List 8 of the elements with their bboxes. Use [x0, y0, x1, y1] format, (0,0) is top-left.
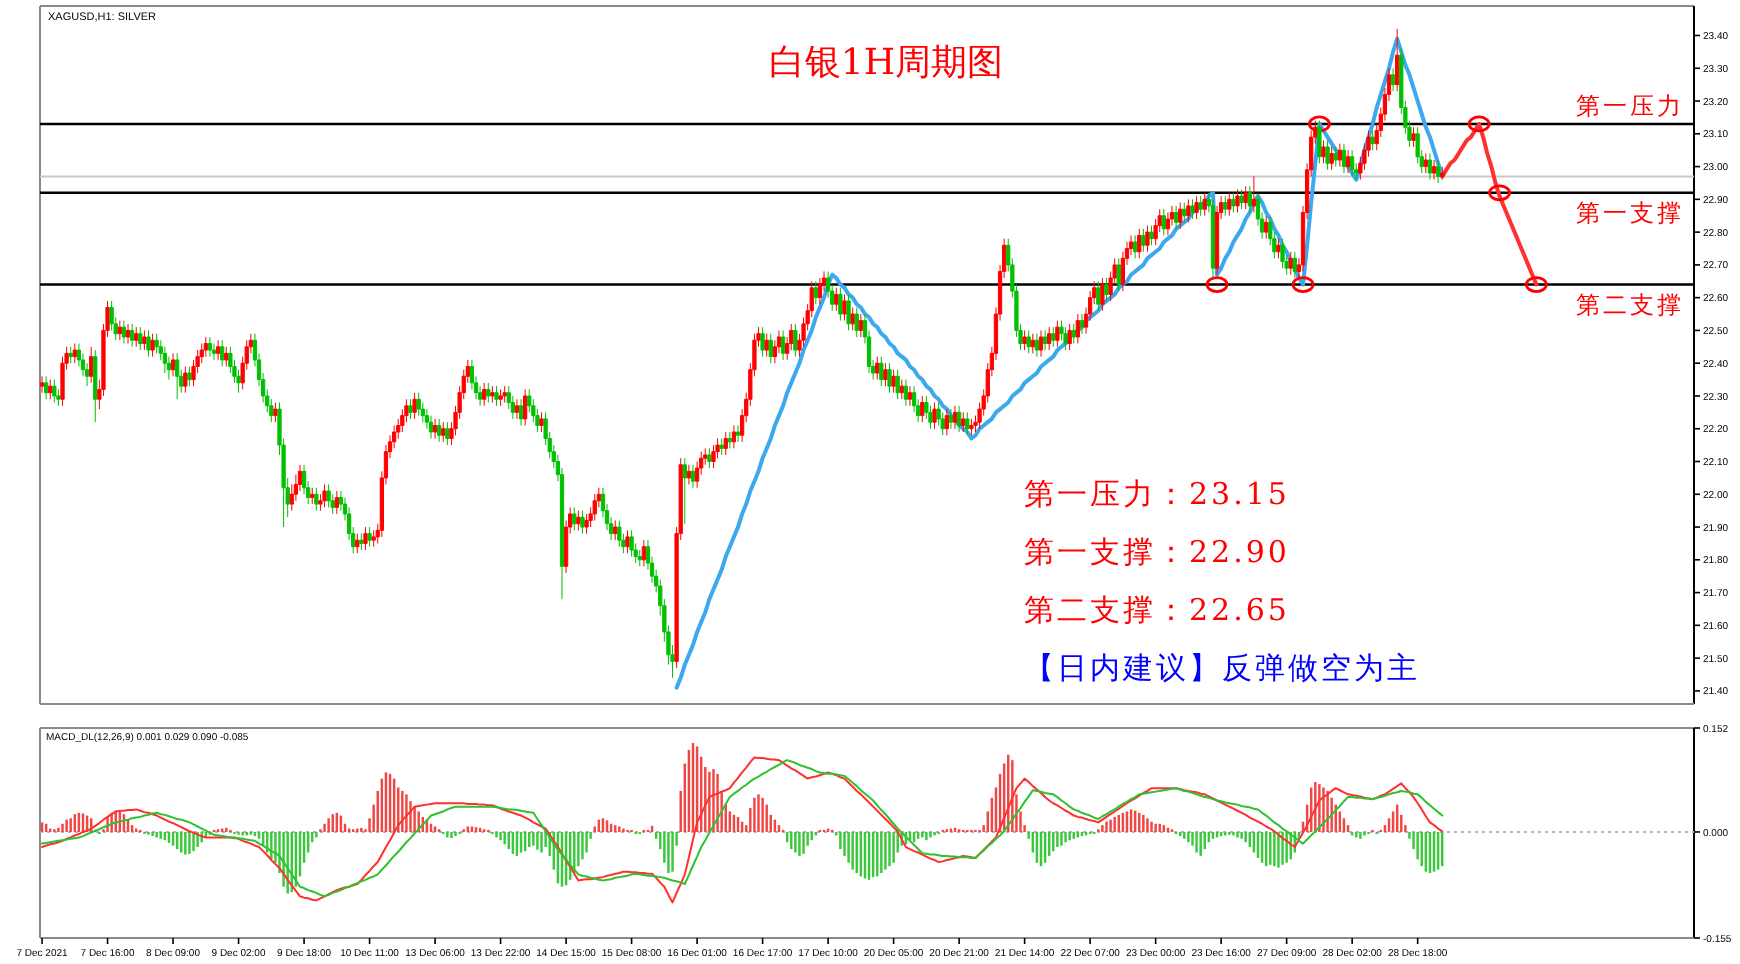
title: 白银1H周期图 [768, 42, 1004, 84]
annotation: 【日内建议】反弹做空为主 [1024, 650, 1420, 686]
ref-line-label: 第二支撑 [1576, 290, 1684, 319]
annotation: 第一支撑：22.90 [1024, 534, 1290, 570]
ref-line-label: 第一压力 [1576, 91, 1684, 120]
ref-line-label: 第一支撑 [1576, 198, 1684, 227]
annotation: 第一压力：23.15 [1024, 476, 1290, 512]
annotation: 第二支撑：22.65 [1024, 592, 1290, 628]
